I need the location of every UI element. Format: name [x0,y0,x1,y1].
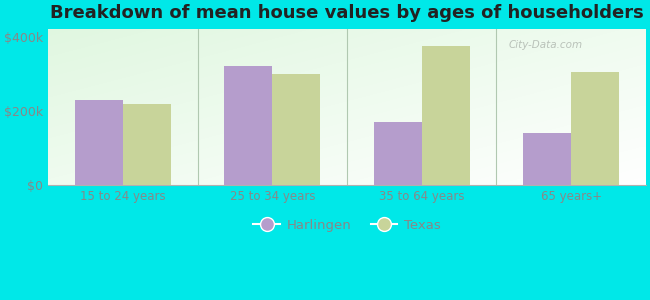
Bar [123,104,171,185]
Bar [224,66,272,185]
Bar [75,100,123,185]
Bar [571,72,619,185]
Text: City-Data.com: City-Data.com [508,40,582,50]
Title: Breakdown of mean house values by ages of householders: Breakdown of mean house values by ages o… [50,4,644,22]
Bar [523,133,571,185]
Bar [374,122,422,185]
Bar [422,46,469,185]
Bar [272,74,320,185]
Legend: Harlingen, Texas: Harlingen, Texas [248,214,446,237]
